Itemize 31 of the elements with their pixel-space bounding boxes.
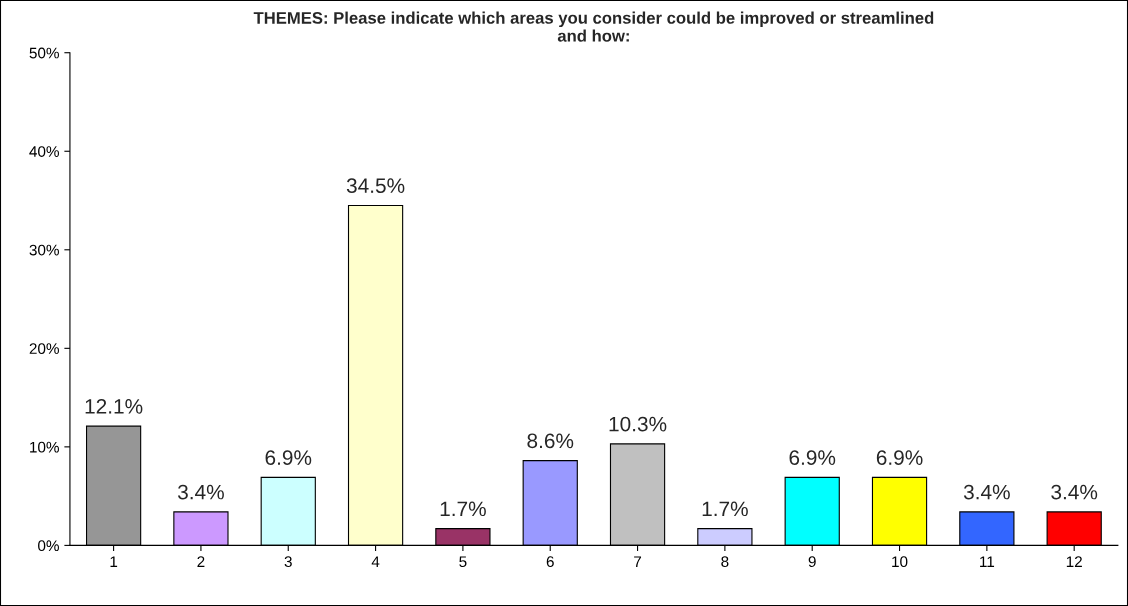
data-label: 1.7% (440, 501, 486, 517)
y-tick-label: 10% (30, 441, 59, 453)
y-tick-label: 0% (38, 540, 59, 552)
data-label: 10.3% (609, 416, 667, 432)
data-label: 3.4% (963, 484, 1010, 500)
data-label: 34.5% (346, 178, 405, 193)
data-label: 3.4% (177, 484, 224, 500)
data-label: 6.9% (789, 450, 836, 465)
y-tick-label: 40% (29, 146, 59, 157)
data-label: 6.9% (265, 450, 312, 465)
y-tick-label: 30% (29, 244, 59, 256)
x-tick-label: 5 (459, 556, 467, 568)
x-tick-label: 10 (892, 556, 908, 568)
x-tick-label: 3 (284, 556, 292, 568)
chart-title: THEMES: Please indicate which areas you consider could be improved or streamlined and how: (253, 11, 934, 42)
x-tick-label: 12 (1066, 556, 1082, 567)
x-tick-label: 9 (808, 556, 816, 568)
x-tick-label: 8 (721, 556, 729, 568)
y-tick-label: 20% (29, 343, 59, 355)
data-label: 8.6% (527, 433, 574, 449)
x-tick-label: 6 (546, 556, 554, 568)
data-label: 1.7% (702, 501, 748, 517)
x-tick-label: 1 (110, 556, 118, 567)
x-tick-label: 11 (980, 556, 995, 567)
x-tick-label: 2 (197, 556, 205, 567)
x-tick-label: 4 (371, 556, 380, 567)
x-tick-label: 7 (634, 556, 642, 567)
data-label: 3.4% (1051, 484, 1098, 500)
data-label: 12.1% (85, 398, 143, 414)
y-tick-label: 50% (29, 47, 59, 59)
data-label: 6.9% (876, 450, 923, 465)
